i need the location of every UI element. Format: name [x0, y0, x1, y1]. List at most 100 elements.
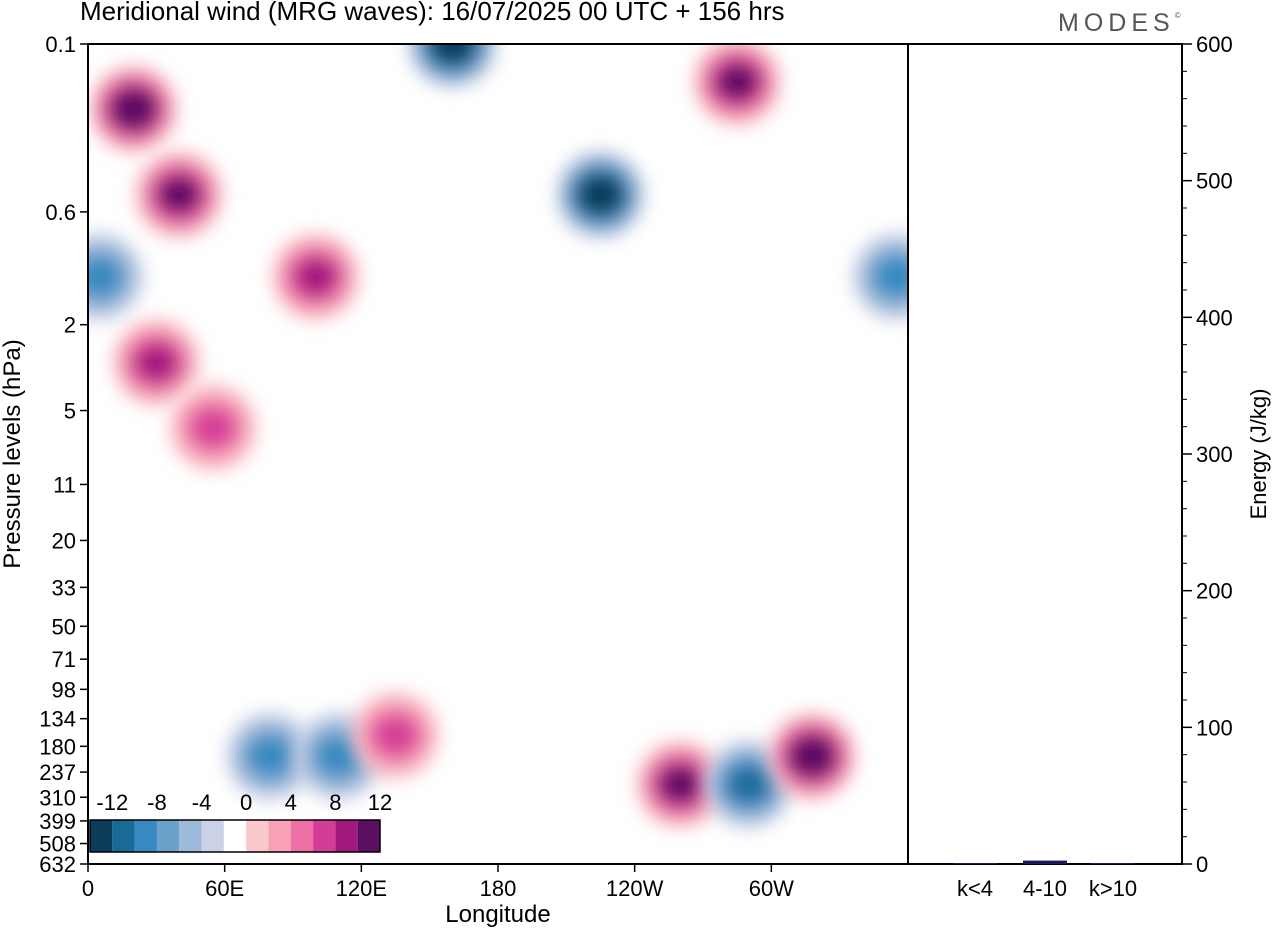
heatmap-feature-0 — [89, 64, 178, 153]
colorbar-swatch — [357, 820, 380, 852]
heatmap-feature-13 — [636, 740, 725, 829]
energy-bar-0 — [953, 863, 997, 864]
energy-bar-2 — [1091, 863, 1135, 864]
contour-level — [317, 737, 361, 775]
contour-level — [718, 66, 757, 98]
colorbar-swatch — [290, 820, 314, 852]
contour-level — [374, 716, 417, 754]
contour-level — [191, 409, 235, 447]
y-tick-label: 0.1 — [45, 32, 76, 57]
colorbar-label: 0 — [240, 790, 252, 815]
contour-level — [875, 258, 908, 296]
y-tick-label: 134 — [39, 707, 76, 732]
contour-level — [582, 179, 619, 210]
colorbar-swatch — [335, 820, 358, 852]
colorbar-swatch — [246, 820, 269, 852]
colorbar-swatch — [313, 820, 336, 852]
energy-tick-label: 0 — [1196, 852, 1208, 877]
heatmap-feature-12 — [351, 691, 440, 780]
energy-panel: 0 100 200 300 400 500 600 k<4 4-10 k>10 — [953, 32, 1233, 901]
energy-tick-label: 400 — [1196, 305, 1233, 330]
colorbar-label: 8 — [329, 790, 341, 815]
x-tick-label: 60E — [205, 876, 244, 901]
colorbar-label: -8 — [147, 790, 167, 815]
brand-logo: MODES© — [1058, 9, 1181, 38]
y-tick-label: 20 — [52, 528, 76, 553]
energy-tick-label: 300 — [1196, 442, 1233, 467]
y-tick-label: 508 — [39, 832, 76, 857]
x-axis-label: Longitude — [445, 901, 550, 928]
heatmap-feature-9 — [852, 232, 908, 321]
chart-title: Meridional wind (MRG waves): 16/07/2025 … — [80, 0, 785, 26]
y-tick-label: 2 — [64, 313, 76, 338]
y-tick-label: 310 — [39, 785, 76, 810]
heatmap-feature-4 — [271, 232, 360, 321]
colorbar-swatch — [156, 820, 180, 852]
colorbar-swatch — [134, 820, 157, 852]
y-axis-label: Pressure levels (hPa) — [0, 339, 26, 568]
x-tick-label: 120E — [336, 876, 387, 901]
colorbar-label: 12 — [368, 790, 392, 815]
colorbar-swatch — [201, 820, 224, 852]
energy-axis-label: Energy (J/kg) — [1246, 389, 1271, 520]
y-tick-label: 180 — [39, 734, 76, 759]
colorbar-swatch — [268, 820, 291, 852]
x-tick-label: 180 — [480, 876, 517, 901]
x-tick-label: 60W — [749, 876, 794, 901]
colorbar-swatch — [179, 820, 202, 852]
colorbar-label: 4 — [285, 790, 297, 815]
contour-level — [295, 260, 336, 294]
heatmap-feature-10 — [226, 712, 315, 801]
energy-frame — [907, 43, 1183, 865]
energy-tick-label: 600 — [1196, 32, 1233, 57]
y-tick-label: 0.6 — [45, 200, 76, 225]
contour-level — [136, 345, 177, 380]
y-tick-label: 632 — [39, 852, 76, 877]
y-tick-label: 11 — [53, 472, 76, 497]
energy-tick-label: 200 — [1196, 579, 1233, 604]
x-tick-label: 120W — [606, 876, 664, 901]
heatmap-feature-2 — [112, 318, 201, 407]
y-tick-label: 237 — [39, 760, 76, 785]
colorbar-swatch — [223, 820, 247, 852]
brand-mark: © — [1174, 11, 1181, 20]
brand-text: MODES — [1058, 9, 1175, 37]
contour-level — [115, 94, 152, 124]
energy-category-label: k>10 — [1089, 876, 1137, 901]
y-tick-label: 98 — [52, 677, 76, 702]
heatmap-feature-7 — [693, 44, 782, 126]
contour-level — [728, 767, 769, 802]
heatmap-feature-8 — [88, 232, 144, 321]
y-tick-label: 71 — [52, 647, 76, 672]
colorbar-swatch — [90, 820, 113, 852]
colorbar-frame — [89, 819, 381, 853]
x-axis: 0 60E 120E 180 120W 60W — [82, 864, 794, 901]
heatmap-feature-15 — [768, 712, 857, 801]
heatmap-feature-3 — [169, 383, 258, 472]
energy-category-label: k<4 — [957, 876, 993, 901]
heatmap-feature-1 — [135, 150, 224, 239]
energy-tick-label: 100 — [1196, 715, 1233, 740]
energy-tick-label: 500 — [1196, 169, 1233, 194]
contour-level — [160, 179, 199, 211]
y-axis: 0.1 0.6 2 5 11 20 33 50 71 98 13418023731039950863… — [39, 32, 88, 877]
energy-bar-1 — [1023, 860, 1067, 864]
contour-level — [88, 258, 121, 296]
contour-level — [661, 768, 700, 800]
contour-level — [434, 44, 471, 59]
contour-level — [794, 741, 831, 772]
heatmap-field — [88, 44, 908, 829]
y-tick-label: 399 — [39, 809, 76, 834]
energy-category-label: 4-10 — [1023, 876, 1067, 901]
x-tick-label: 0 — [82, 876, 94, 901]
colorbar-label: -4 — [192, 790, 212, 815]
contour-level — [248, 737, 292, 775]
y-tick-label: 33 — [52, 575, 76, 600]
y-tick-label: 50 — [52, 614, 76, 639]
heatmap-feature-5 — [408, 44, 497, 88]
colorbar: -12 -8 -4 0 4 8 12 — [89, 790, 392, 853]
y-tick-label: 5 — [64, 399, 76, 424]
colorbar-swatch — [112, 820, 135, 852]
heatmap-feature-6 — [556, 150, 645, 239]
